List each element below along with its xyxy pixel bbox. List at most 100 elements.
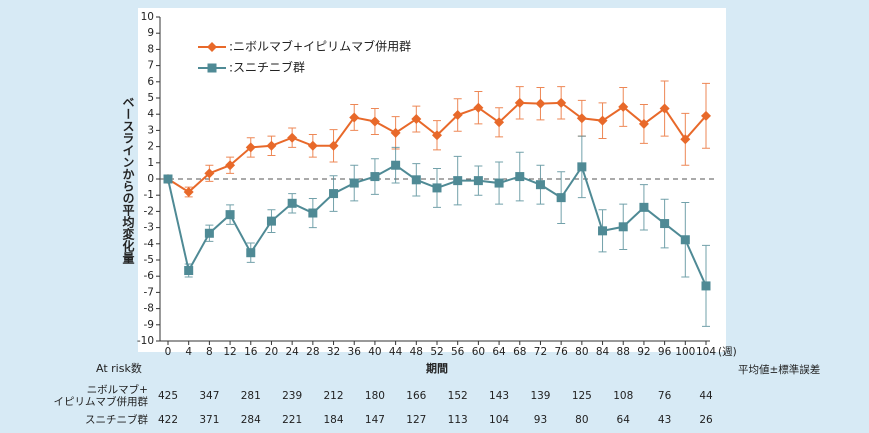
data-point	[535, 98, 546, 109]
x-tick-label: 80	[575, 346, 588, 358]
data-point	[576, 113, 587, 124]
data-point	[225, 160, 236, 171]
x-tick-label: 92	[637, 346, 650, 358]
x-tick-label: 20	[265, 346, 278, 358]
y-tick-label: -1	[144, 189, 154, 201]
at-risk-value: 127	[406, 414, 426, 426]
data-point	[225, 210, 235, 220]
data-point	[246, 248, 256, 258]
data-point	[494, 178, 504, 188]
data-point	[473, 102, 484, 113]
x-tick-label: 8	[206, 346, 213, 358]
y-tick-label: -3	[144, 222, 154, 234]
x-tick-label: 60	[472, 346, 485, 358]
at-risk-value: 166	[406, 390, 426, 402]
data-point	[639, 202, 649, 212]
y-tick-label: -7	[144, 286, 154, 298]
y-tick-label: -4	[144, 238, 155, 250]
at-risk-value: 239	[282, 390, 302, 402]
data-point	[411, 175, 421, 185]
x-tick-label: 32	[327, 346, 340, 358]
at-risk-value: 113	[448, 414, 468, 426]
data-point	[349, 178, 359, 188]
x-tick-label: 48	[410, 346, 423, 358]
data-point	[473, 176, 483, 186]
y-tick-label: 5	[147, 92, 154, 104]
data-point	[597, 115, 608, 126]
data-point	[204, 228, 214, 238]
note: 平均値±標準誤差	[738, 363, 820, 376]
at-risk-value: 347	[199, 390, 219, 402]
data-point	[287, 132, 298, 143]
x-tick-label: 28	[306, 346, 319, 358]
at-risk-value: 281	[241, 390, 261, 402]
at-risk-value: 152	[448, 390, 468, 402]
data-point	[514, 97, 525, 108]
data-point	[638, 118, 649, 129]
data-point	[452, 110, 463, 121]
y-tick-label: -6	[144, 270, 155, 282]
data-point	[204, 168, 215, 179]
x-tick-label: 68	[513, 346, 526, 358]
y-tick-label: -10	[137, 335, 154, 347]
x-tick-label: 44	[389, 346, 403, 358]
x-tick-label: 0	[165, 346, 172, 358]
at-risk-value: 64	[617, 414, 631, 426]
at-risk-value: 143	[489, 390, 509, 402]
y-tick-label: 2	[147, 141, 154, 153]
x-tick-label: 76	[554, 346, 568, 358]
at-risk-label: ニボルマブ+	[87, 383, 148, 396]
x-unit: (週)	[718, 346, 737, 358]
x-tick-label: 72	[534, 346, 547, 358]
data-point	[349, 112, 360, 123]
x-tick-label: 96	[658, 346, 672, 358]
y-tick-label: 8	[147, 43, 154, 55]
data-point	[266, 216, 276, 226]
at-risk-value: 221	[282, 414, 302, 426]
data-point	[329, 189, 339, 199]
data-point	[659, 103, 670, 114]
y-tick-label: -8	[144, 303, 154, 315]
data-point	[577, 162, 587, 172]
x-tick-label: 12	[223, 346, 236, 358]
at-risk-label: スニチニブ群	[85, 413, 148, 426]
data-point	[369, 116, 380, 127]
y-tick-label: 7	[147, 60, 154, 72]
legend-marker	[207, 42, 217, 52]
y-tick-label: 4	[147, 108, 154, 120]
data-point	[307, 140, 318, 151]
y-tick-label: 9	[147, 27, 154, 39]
at-risk-value: 26	[699, 414, 713, 426]
data-point	[163, 174, 173, 184]
y-tick-label: 3	[147, 124, 154, 136]
y-tick-label: -5	[144, 254, 154, 266]
at-risk-value: 425	[158, 390, 178, 402]
legend-marker	[207, 63, 217, 73]
y-tick-label: 0	[147, 173, 154, 185]
x-tick-label: 104	[696, 346, 716, 358]
data-point	[535, 180, 545, 190]
data-point	[266, 140, 277, 151]
at-risk-value: 147	[365, 414, 385, 426]
at-risk-value: 184	[324, 414, 344, 426]
y-tick-label: -9	[144, 319, 154, 331]
at-risk-value: 139	[530, 390, 550, 402]
at-risk-value: 43	[658, 414, 671, 426]
data-point	[183, 186, 194, 197]
at-risk-title: At risk数	[96, 362, 142, 375]
x-axis-label: 期間	[426, 361, 448, 375]
at-risk-value: 76	[658, 390, 672, 402]
data-point	[245, 142, 256, 153]
at-risk-label: イピリムマブ併用群	[54, 395, 149, 408]
x-tick-label: 36	[348, 346, 362, 358]
at-risk-value: 104	[489, 414, 509, 426]
y-tick-label: 10	[141, 11, 154, 23]
data-point	[680, 134, 691, 145]
at-risk-value: 180	[365, 390, 385, 402]
x-tick-label: 100	[675, 346, 695, 358]
legend-label: :スニチニブ群	[229, 60, 305, 75]
y-tick-label: 6	[147, 76, 154, 88]
at-risk-value: 212	[324, 390, 344, 402]
data-point	[184, 266, 194, 276]
